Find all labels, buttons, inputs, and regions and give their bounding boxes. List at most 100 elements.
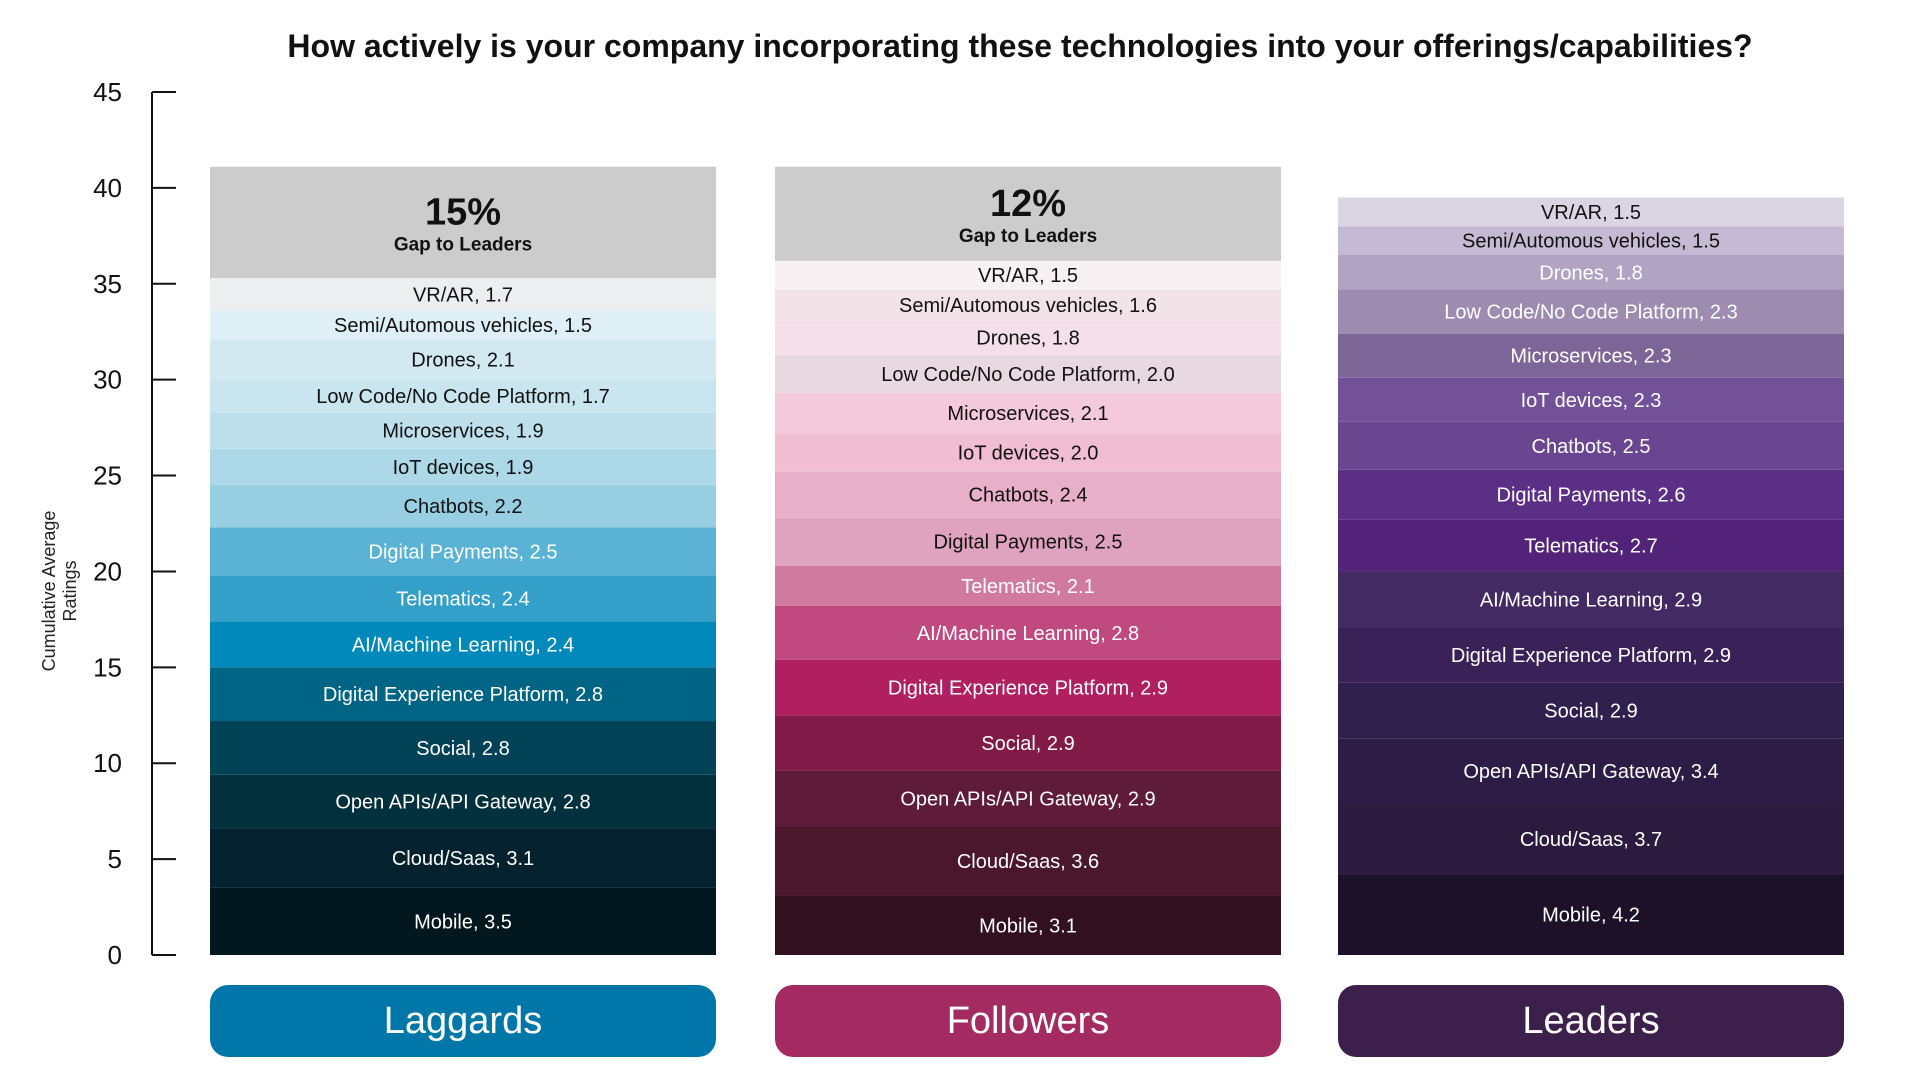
- bar-segment: [210, 887, 716, 955]
- bar-segment: [775, 659, 1281, 716]
- bar-segment: [775, 895, 1281, 955]
- segment-label: Low Code/No Code Platform, 2.0: [881, 364, 1175, 386]
- gap-subtitle: Gap to Leaders: [959, 226, 1097, 247]
- bar-segment: [775, 715, 1281, 771]
- segment-label: Cloud/Saas, 3.7: [1520, 829, 1662, 851]
- segment-label: VR/AR, 1.7: [413, 284, 513, 306]
- segment-label: Digital Experience Platform, 2.8: [323, 684, 603, 706]
- gap-subtitle: Gap to Leaders: [394, 234, 532, 255]
- bar-segment: [1338, 519, 1844, 572]
- segment-label: Drones, 1.8: [976, 327, 1079, 349]
- segment-label: Semi/Automous vehicles, 1.5: [1462, 231, 1720, 253]
- bar-segment: [1338, 421, 1844, 470]
- segment-label: Microservices, 1.9: [382, 420, 543, 442]
- bar-segment: [1338, 627, 1844, 683]
- bar-segment: [210, 412, 716, 449]
- bar-segment: [775, 605, 1281, 660]
- bar-segment: [775, 354, 1281, 394]
- bar-segment: [1338, 469, 1844, 520]
- bar-segment: [210, 448, 716, 486]
- bar-segment: [210, 379, 716, 413]
- gap-segment: [210, 166, 716, 279]
- y-tick-label: 0: [108, 940, 122, 970]
- bar-segment: [210, 339, 716, 380]
- gap-segment: [775, 166, 1281, 261]
- segment-label: Social, 2.8: [416, 738, 509, 760]
- segment-label: Semi/Automous vehicles, 1.5: [334, 315, 592, 337]
- y-tick-label: 15: [93, 652, 122, 682]
- gap-value: 12%: [990, 183, 1066, 225]
- bar-segment: [775, 565, 1281, 606]
- segment-label: Mobile, 4.2: [1542, 905, 1640, 927]
- bar-segment: [775, 393, 1281, 434]
- bar-segment: [1338, 377, 1844, 422]
- y-tick-label: 30: [93, 365, 122, 395]
- bar-segment: [775, 433, 1281, 472]
- segment-label: Chatbots, 2.4: [969, 485, 1088, 507]
- bar-segment: [775, 517, 1281, 566]
- segment-label: Mobile, 3.1: [979, 915, 1077, 937]
- y-tick-label: 5: [108, 844, 122, 874]
- y-tick-label: 20: [93, 556, 122, 586]
- segment-label: Digital Payments, 2.6: [1497, 485, 1686, 507]
- segment-label: Telematics, 2.7: [1524, 536, 1657, 558]
- bar-segment: [210, 575, 716, 622]
- segment-label: Cloud/Saas, 3.1: [392, 848, 534, 870]
- segment-label: Telematics, 2.1: [961, 576, 1094, 598]
- bar-segment: [210, 527, 716, 576]
- segment-label: Microservices, 2.1: [947, 403, 1108, 425]
- segment-label: Semi/Automous vehicles, 1.6: [899, 295, 1157, 317]
- segment-label: Cloud/Saas, 3.6: [957, 851, 1099, 873]
- bar-segment: [1338, 682, 1844, 739]
- segment-label: Open APIs/API Gateway, 2.9: [900, 789, 1155, 811]
- category-label-leaders: Leaders: [1338, 985, 1844, 1057]
- segment-label: Digital Payments, 2.5: [369, 541, 558, 563]
- bar-segment: [1338, 255, 1844, 290]
- bar-segment: [1338, 197, 1844, 227]
- bar-segment: [210, 721, 716, 775]
- category-label-followers: Followers: [775, 985, 1281, 1057]
- segment-label: Drones, 1.8: [1539, 262, 1642, 284]
- segment-label: Open APIs/API Gateway, 3.4: [1463, 761, 1718, 783]
- segment-label: Social, 2.9: [981, 733, 1074, 755]
- bar-segment: [1338, 738, 1844, 804]
- bar-segment: [775, 289, 1281, 321]
- segment-label: Digital Payments, 2.5: [934, 532, 1123, 554]
- segment-label: Mobile, 3.5: [414, 911, 512, 933]
- segment-label: Chatbots, 2.2: [404, 496, 523, 518]
- bar-segment: [210, 621, 716, 668]
- chart-title: How actively is your company incorporati…: [287, 28, 1753, 64]
- y-tick-label: 10: [93, 748, 122, 778]
- segment-label: AI/Machine Learning, 2.8: [917, 623, 1139, 645]
- segment-label: VR/AR, 1.5: [1541, 202, 1641, 224]
- segment-label: Telematics, 2.4: [396, 588, 529, 610]
- bar-segment: [1338, 289, 1844, 334]
- segment-label: Digital Experience Platform, 2.9: [1451, 645, 1731, 667]
- y-tick-label: 25: [93, 461, 122, 491]
- segment-label: Microservices, 2.3: [1510, 346, 1671, 368]
- bar-segment: [210, 485, 716, 528]
- bar-segment: [1338, 874, 1844, 955]
- bar-segment: [210, 774, 716, 829]
- bar-segment: [1338, 333, 1844, 378]
- bar-segment: [775, 320, 1281, 355]
- segment-label: IoT devices, 2.3: [1521, 390, 1662, 412]
- segment-label: Open APIs/API Gateway, 2.8: [335, 792, 590, 814]
- bar-segment: [210, 667, 716, 722]
- segment-label: Social, 2.9: [1544, 700, 1637, 722]
- bar-segment: [1338, 803, 1844, 875]
- y-tick-label: 35: [93, 269, 122, 299]
- bar-segment: [1338, 571, 1844, 628]
- category-label-laggards: Laggards: [210, 985, 716, 1057]
- segment-label: Drones, 2.1: [411, 350, 514, 372]
- segment-label: Low Code/No Code Platform, 1.7: [316, 386, 610, 408]
- segment-label: Low Code/No Code Platform, 2.3: [1444, 302, 1738, 324]
- bar-segment: [775, 826, 1281, 896]
- y-tick-label: 45: [93, 77, 122, 107]
- bar-segment: [775, 471, 1281, 518]
- segment-label: IoT devices, 1.9: [393, 457, 534, 479]
- segment-label: Digital Experience Platform, 2.9: [888, 677, 1168, 699]
- segment-label: AI/Machine Learning, 2.9: [1480, 589, 1702, 611]
- segment-label: VR/AR, 1.5: [978, 265, 1078, 287]
